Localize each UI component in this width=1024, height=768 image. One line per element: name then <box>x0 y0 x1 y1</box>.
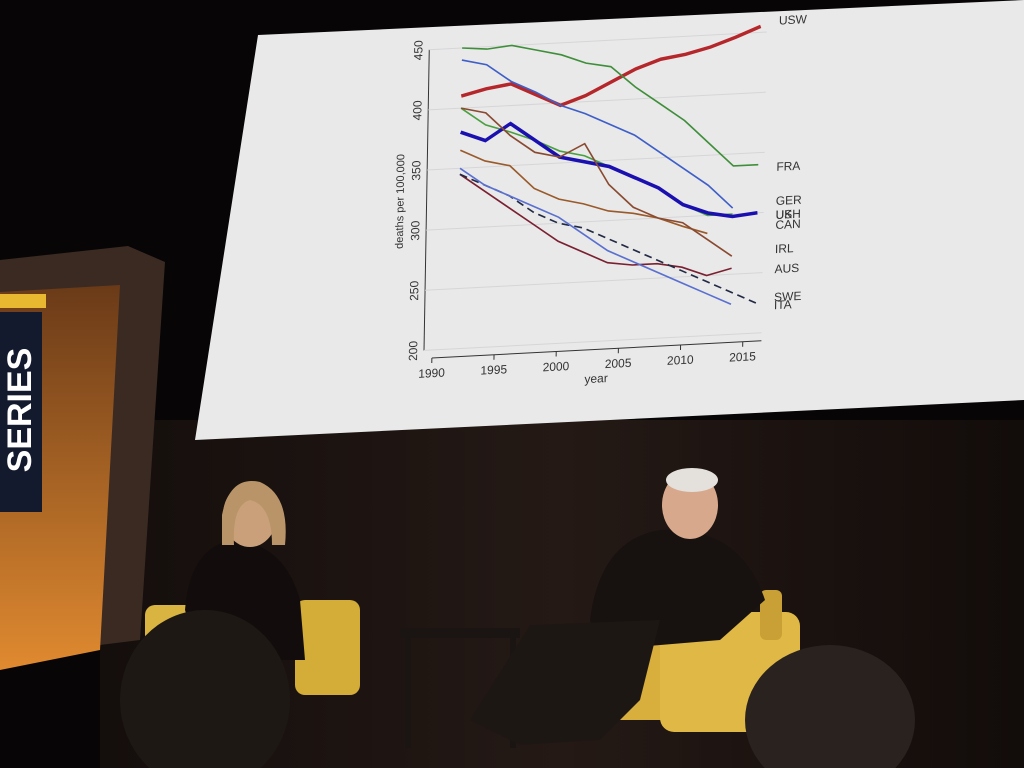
x-tick-label: 2000 <box>543 359 570 374</box>
x-tick-label: 2010 <box>667 352 694 367</box>
series-label: IRL <box>775 241 794 256</box>
series-label: GER <box>776 193 803 208</box>
series-line <box>460 24 762 108</box>
audience-head-right <box>745 645 915 768</box>
x-axis <box>431 340 762 359</box>
y-tick-label: 250 <box>407 280 421 301</box>
series-label: FRA <box>776 159 800 174</box>
audience-head-left <box>120 610 290 768</box>
sign-label-bg <box>0 312 42 512</box>
series-label: ITA <box>774 297 792 312</box>
y-tick-label: 400 <box>410 100 424 121</box>
x-tick-label: 1990 <box>418 366 445 381</box>
grid-line <box>429 31 767 51</box>
series-label: USH <box>775 207 801 222</box>
series-label: SWE <box>774 289 802 304</box>
sign-stripe <box>0 294 46 308</box>
y-tick-label: 300 <box>408 220 422 241</box>
projected-chart: 200 250 300 350 400 450 1990 1995 2000 2005 2010 20… <box>394 12 808 386</box>
series-label: USW <box>779 12 808 28</box>
series-label: AUS <box>775 261 800 276</box>
series-line <box>459 167 732 306</box>
table-leg <box>405 638 411 748</box>
series-label: CAN <box>775 217 801 232</box>
y-axis <box>423 49 430 351</box>
woman-hair <box>222 480 286 545</box>
x-axis-label: year <box>584 371 608 386</box>
y-tick-label: 350 <box>409 160 423 181</box>
series-label: UK <box>775 207 792 222</box>
side-table <box>400 628 520 638</box>
y-tick-label: 450 <box>411 40 425 61</box>
man-hair <box>666 468 718 492</box>
chair-left-back <box>295 600 360 695</box>
chair-right-back <box>760 590 782 640</box>
projection-screen <box>195 0 1024 440</box>
sign-text: SERIES <box>1 348 39 473</box>
series-line <box>459 121 758 219</box>
series-line <box>461 59 734 209</box>
series-line <box>459 149 708 235</box>
series-line <box>460 107 733 257</box>
x-tick-label: 2015 <box>729 349 756 364</box>
y-axis-label: deaths per 100,000 <box>394 154 408 250</box>
y-tick-label: 200 <box>406 340 420 361</box>
man-body <box>590 529 765 650</box>
series-line <box>459 173 732 277</box>
grid-line <box>428 91 766 111</box>
x-tick-label: 2005 <box>605 356 632 371</box>
x-tick-label: 1995 <box>480 362 507 377</box>
man-legs <box>470 620 660 745</box>
series-line <box>462 44 759 167</box>
grid-line <box>424 332 762 351</box>
